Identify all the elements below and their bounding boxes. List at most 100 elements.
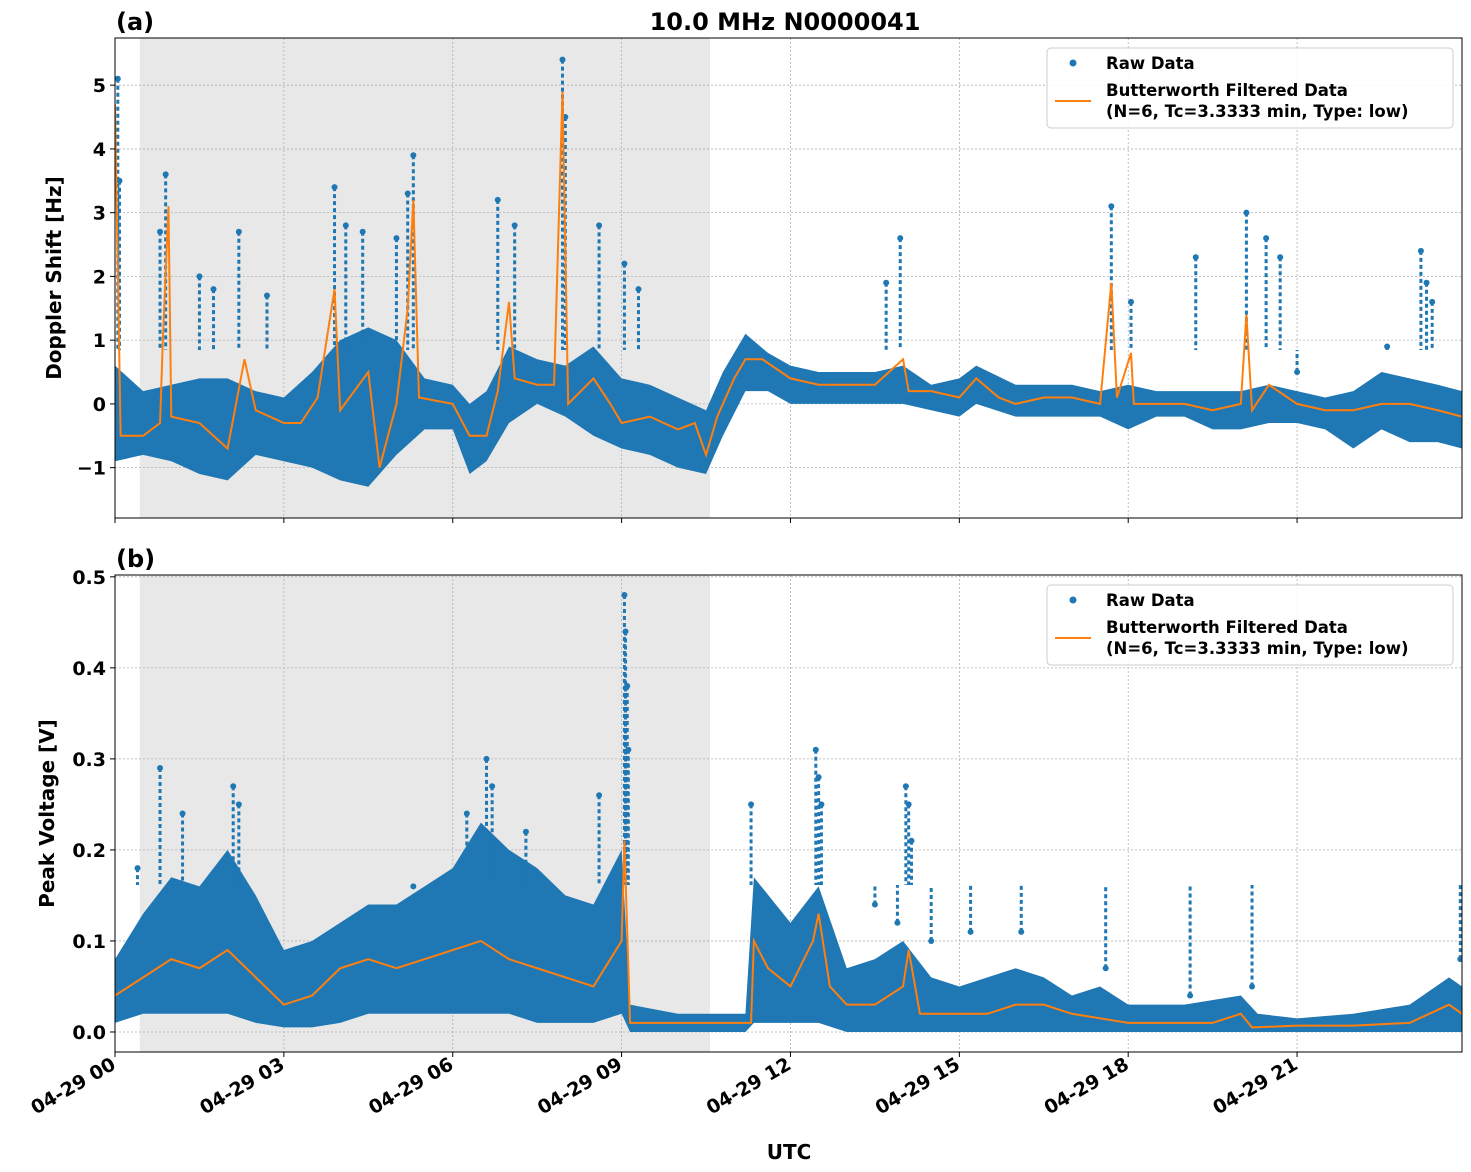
plot-area	[115, 575, 1462, 1052]
raw-data-point	[263, 292, 270, 299]
raw-data-point	[331, 184, 338, 191]
raw-data-point	[748, 801, 755, 808]
legend-raw-label: Raw Data	[1106, 54, 1195, 73]
raw-data-point	[116, 177, 123, 184]
y-tick-label: 0	[93, 394, 106, 416]
y-tick-label: 0.0	[72, 1022, 106, 1044]
raw-data-point	[871, 901, 878, 908]
raw-data-point	[483, 755, 490, 762]
raw-data-point	[235, 228, 242, 235]
legend: Raw Data Butterworth Filtered Data (N=6, T…	[1046, 584, 1454, 666]
legend-filtered-label: Butterworth Filtered Data	[1106, 618, 1348, 637]
raw-data-point	[196, 273, 203, 280]
raw-data-point	[1102, 965, 1109, 972]
raw-data-point	[410, 152, 417, 159]
raw-data-point	[463, 810, 470, 817]
legend-filtered-label: Butterworth Filtered Data	[1106, 81, 1348, 100]
filtered-line	[115, 840, 1462, 1029]
raw-data-point	[1294, 369, 1301, 376]
raw-data-point	[624, 683, 631, 690]
x-axis-label: UTC	[767, 1140, 812, 1164]
raw-data-point	[967, 928, 974, 935]
x-tick-label: 04-29 21	[1209, 1053, 1301, 1119]
raw-data-point	[1457, 956, 1462, 963]
raw-data-point	[511, 222, 518, 229]
raw-data-point	[157, 764, 164, 771]
raw-data-point	[410, 883, 417, 890]
raw-data-point	[1128, 298, 1135, 305]
raw-data-point	[1243, 209, 1250, 216]
raw-data-point	[928, 937, 935, 944]
raw-data-point	[815, 774, 822, 781]
panel-a: −1 0 1 2 3 4 5 (a) Doppler Shift [Hz] Raw Data But…	[42, 8, 1463, 523]
raw-data-point	[404, 190, 411, 197]
raw-data-point	[1018, 928, 1025, 935]
raw-data-point	[622, 628, 629, 635]
raw-data-point	[235, 801, 242, 808]
axes-frame	[114, 574, 1463, 1053]
raw-data-point	[596, 792, 603, 799]
raw-data-point	[905, 801, 912, 808]
panel-label: (b)	[116, 545, 155, 573]
raw-data-point	[230, 783, 237, 790]
raw-data-point	[179, 810, 186, 817]
raw-data-point	[489, 783, 496, 790]
plot-area	[115, 38, 1462, 518]
raw-data-point	[1187, 992, 1194, 999]
raw-data-point	[1384, 343, 1391, 350]
x-tick-label: 04-29 12	[703, 1053, 795, 1119]
raw-data-point	[115, 75, 121, 82]
raw-data-point	[635, 286, 642, 293]
filtered-line	[115, 91, 1462, 468]
y-tick-label: 0.5	[72, 567, 106, 589]
raw-data-point	[897, 235, 904, 242]
legend: Raw Data Butterworth Filtered Data (N=6, T…	[1046, 47, 1454, 129]
x-tick-label: 04-29 06	[365, 1053, 457, 1119]
raw-data-point	[1263, 235, 1270, 242]
raw-data-point	[210, 286, 217, 293]
y-tick-label: 1	[93, 330, 106, 352]
raw-data-point	[1423, 279, 1430, 286]
x-tick-label: 04-29 18	[1040, 1053, 1132, 1119]
y-tick-label: −1	[77, 458, 106, 480]
raw-data-point	[494, 196, 501, 203]
raw-data-point	[342, 222, 349, 229]
raw-data-point	[1249, 983, 1256, 990]
raw-data-point	[162, 171, 169, 178]
y-tick-label: 4	[93, 139, 106, 161]
legend-box	[1046, 47, 1454, 129]
y-tick-label: 0.4	[72, 658, 106, 680]
axes-frame	[114, 37, 1463, 519]
chart-title: 10.0 MHz N0000041	[650, 8, 921, 36]
raw-data-point	[1108, 203, 1115, 210]
panel-b: 0.0 0.1 0.2 0.3 0.4 0.5 04-29 00 04-29 03 04-29 …	[27, 545, 1463, 1119]
raw-data-point	[812, 746, 819, 753]
raw-data-point	[1417, 247, 1424, 254]
raw-data-point	[908, 837, 915, 844]
raw-data-point	[902, 783, 909, 790]
raw-data-point	[157, 228, 164, 235]
raw-data-point	[818, 801, 825, 808]
y-tick-label: 0.2	[72, 840, 106, 862]
panel-label: (a)	[116, 8, 154, 36]
x-tick-label: 04-29 00	[27, 1053, 119, 1119]
raw-data-point	[621, 592, 628, 599]
y-tick-label: 3	[93, 203, 106, 225]
raw-data-point	[522, 828, 529, 835]
legend-raw-marker	[1069, 596, 1077, 604]
y-tick-label: 2	[93, 266, 106, 288]
raw-data-point	[883, 279, 890, 286]
legend-raw-marker	[1069, 59, 1077, 67]
raw-data-band	[115, 822, 1462, 1032]
raw-data-point	[621, 260, 628, 267]
raw-data-point	[359, 228, 366, 235]
x-tick-label: 04-29 03	[196, 1053, 288, 1119]
raw-data-point	[1277, 254, 1284, 261]
legend-filtered-params: (N=6, Tc=3.3333 min, Type: low)	[1106, 639, 1409, 658]
raw-data-point	[596, 222, 603, 229]
raw-data-point	[1192, 254, 1199, 261]
legend-filtered-params: (N=6, Tc=3.3333 min, Type: low)	[1106, 102, 1409, 121]
y-axis-label: Doppler Shift [Hz]	[42, 176, 66, 380]
legend-box	[1046, 584, 1454, 666]
